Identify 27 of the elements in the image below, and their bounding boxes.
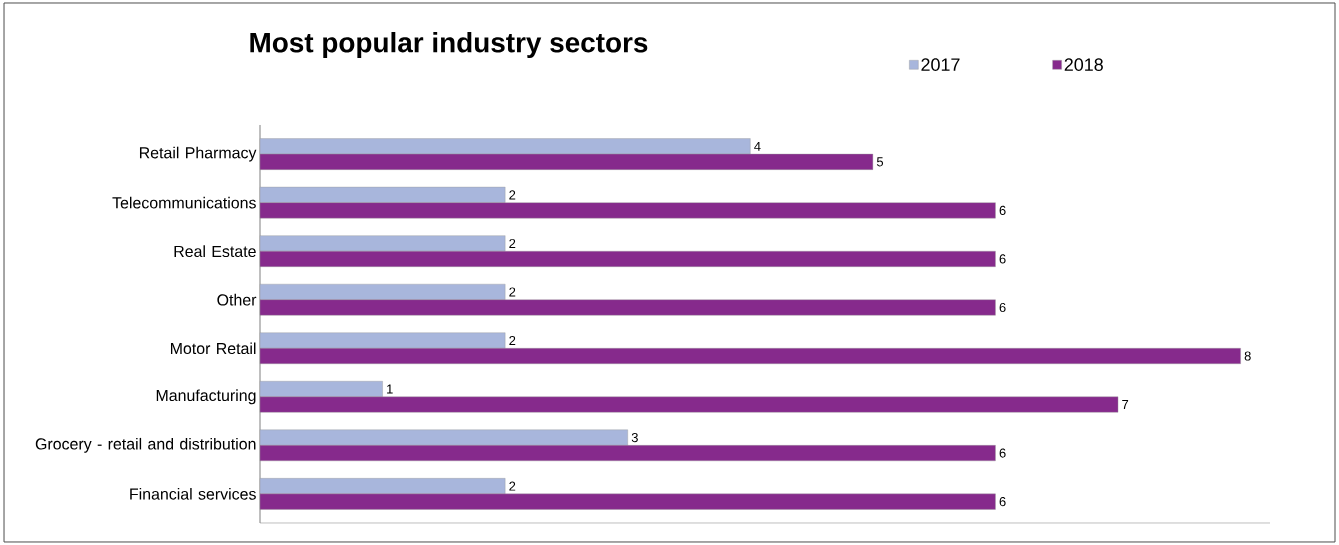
data-label: 6	[999, 448, 1006, 458]
y-tick-label: Real Estate	[174, 245, 256, 258]
data-label: 6	[999, 302, 1006, 313]
data-label: 1	[387, 384, 393, 394]
data-label: 2	[509, 190, 516, 200]
y-tick-label: Financial services	[130, 488, 256, 500]
data-label: 7	[1122, 400, 1129, 410]
data-label: 5	[876, 157, 884, 167]
y-tick-label: Manufacturing	[156, 389, 256, 405]
y-tick-label: Retail Pharmacy	[139, 146, 257, 162]
chart-title: Most popular industry sectors	[250, 32, 648, 58]
data-label: 6	[999, 205, 1006, 215]
legend-label: 2017	[921, 58, 960, 71]
data-label: 2	[509, 335, 516, 346]
y-tick-label: Other	[217, 293, 257, 306]
data-label: 8	[1244, 351, 1251, 361]
data-label: 2	[509, 238, 516, 248]
data-label: 6	[999, 497, 1006, 507]
data-label: 2	[509, 287, 516, 297]
y-tick-label: Telecommunications	[112, 196, 256, 209]
data-label: 6	[999, 254, 1006, 264]
y-tick-label: Motor Retail	[170, 342, 256, 355]
data-label: 4	[754, 141, 761, 151]
legend-label: 2018	[1064, 58, 1103, 71]
data-label: 2	[509, 481, 516, 491]
data-label: 3	[631, 432, 638, 443]
y-tick-label: Grocery - retail and distribution	[35, 437, 256, 453]
